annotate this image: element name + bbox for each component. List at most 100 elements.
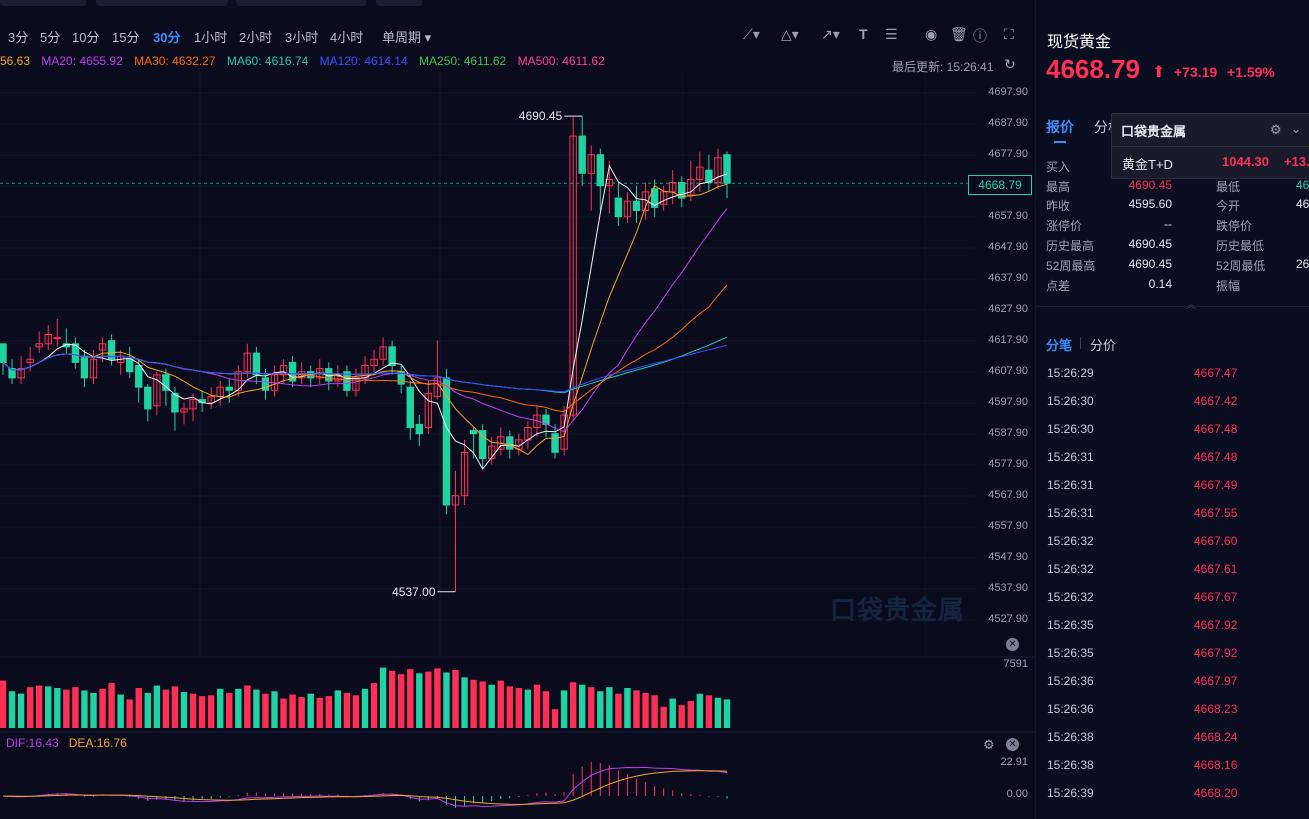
tab-quote[interactable]: 报价: [1046, 119, 1074, 135]
tab-price-distribution[interactable]: 分价: [1090, 338, 1117, 353]
tick-time: 15:26:31: [1047, 450, 1094, 464]
period-3h[interactable]: 3小时: [285, 30, 319, 45]
candle-body: [207, 395, 215, 404]
volume-bar: [379, 667, 387, 728]
macd-dif: DIF:16.43: [6, 736, 59, 750]
candle-body: [460, 451, 469, 497]
popup-divider: [1111, 146, 1309, 147]
volume-bar: [17, 693, 25, 728]
volume-bar: [696, 693, 704, 728]
close-macd-icon[interactable]: ✕: [1006, 738, 1019, 751]
volume-bar: [352, 695, 360, 728]
volume-bar: [99, 688, 106, 728]
candle-body: [569, 135, 577, 416]
quote-value: 0.14: [1148, 277, 1172, 291]
close-main-indicator-icon[interactable]: ✕: [1006, 638, 1019, 651]
candle-body: [578, 135, 586, 174]
trash-icon[interactable]: 🗑: [950, 26, 968, 42]
volume-bar: [425, 671, 432, 728]
price-axis-label: 4527.90: [988, 613, 1028, 625]
fullscreen-icon[interactable]: ⛶: [1004, 26, 1014, 42]
volume-bar: [533, 684, 541, 728]
volume-bar: [687, 701, 694, 728]
popup-instrument-name[interactable]: 黄金T+D: [1122, 157, 1173, 172]
candle-body: [343, 371, 351, 391]
popup-settings-icon[interactable]: ⚙: [1270, 122, 1282, 137]
period-4h[interactable]: 4小时: [330, 30, 364, 45]
volume-bar: [542, 691, 550, 728]
tick-price: 4667.49: [1194, 478, 1238, 492]
refresh-icon[interactable]: ↻: [1004, 56, 1016, 72]
volume-bar: [551, 709, 559, 728]
period-15m[interactable]: 15分: [112, 30, 140, 45]
trendline-tool-icon[interactable]: ⟋▾: [743, 26, 760, 42]
volume-bar: [54, 687, 61, 728]
period-30m[interactable]: 30分: [153, 30, 181, 45]
candle-body: [370, 358, 378, 366]
volume-bar: [407, 669, 414, 728]
volume-bar: [198, 696, 206, 728]
quote-label: 昨收: [1046, 199, 1071, 213]
candle-body: [641, 191, 650, 211]
top-tab-strip: [0, 0, 1035, 8]
volume-bar: [452, 670, 459, 728]
collapse-quote-icon[interactable]: ︽: [1186, 296, 1196, 311]
candle-body: [8, 368, 16, 379]
quote-value: 4636.90: [1296, 178, 1309, 192]
candle-body: [488, 445, 496, 459]
volume-bar: [36, 685, 43, 728]
watermark-logo: 口袋贵金属: [830, 595, 966, 625]
volume-bar: [370, 683, 378, 728]
period-10m[interactable]: 10分: [72, 30, 100, 45]
shape-tool-icon[interactable]: △▾: [781, 26, 799, 42]
price-axis-label: 4547.90: [988, 551, 1028, 563]
candle-body: [415, 423, 424, 435]
top-tab-stub[interactable]: [376, 0, 422, 6]
period-5m[interactable]: 5分: [40, 30, 61, 45]
quote-label: 振幅: [1216, 279, 1241, 293]
price-axis-label: 4647.90: [988, 241, 1028, 253]
last-update-time: 最后更新: 15:26:41: [892, 60, 994, 74]
current-price-tag: 4668.79: [968, 175, 1032, 195]
volume-bar: [289, 694, 296, 728]
candlestick-chart[interactable]: 4690.45 4537.00: [0, 72, 1035, 819]
quote-label: 涨停价: [1046, 219, 1083, 233]
top-tab-stub[interactable]: [0, 0, 86, 6]
volume-bar: [642, 692, 649, 728]
volume-bar: [0, 680, 7, 728]
text-tool-icon[interactable]: T: [859, 26, 868, 42]
macd-dea: DEA:16.76: [68, 736, 127, 750]
candle-body: [442, 377, 451, 506]
macd-dea-line: [2, 770, 728, 805]
tick-price: 4667.48: [1194, 422, 1238, 436]
volume-bar: [606, 687, 613, 728]
candle-body: [126, 358, 134, 373]
price-axis-label: 4637.90: [988, 272, 1028, 284]
period-single-dropdown[interactable]: 单周期 ▾: [382, 30, 432, 45]
tick-price: 4667.55: [1194, 506, 1238, 520]
arrow-tool-icon[interactable]: ↗▾: [821, 26, 840, 42]
candle-body: [451, 495, 460, 506]
volume-bar: [207, 695, 215, 728]
period-3m[interactable]: 3分: [8, 30, 29, 45]
fib-tool-icon[interactable]: ☰: [885, 26, 898, 42]
quote-label: 今开: [1216, 199, 1241, 213]
candle-body: [542, 414, 550, 425]
tick-price: 4667.47: [1194, 366, 1238, 380]
period-2h[interactable]: 2小时: [239, 30, 273, 45]
eye-icon[interactable]: ◉: [925, 26, 938, 42]
volume-bar: [461, 677, 468, 728]
volume-bar: [235, 688, 242, 728]
info-icon[interactable]: ⓘ: [973, 28, 987, 44]
period-1h[interactable]: 1小时: [194, 30, 228, 45]
top-tab-stub[interactable]: [236, 0, 366, 6]
volume-bar: [45, 686, 52, 728]
candle-body: [0, 343, 7, 363]
macd-settings-icon[interactable]: ⚙: [983, 737, 995, 752]
popup-collapse-icon[interactable]: ⌄: [1291, 122, 1302, 136]
candle-body: [388, 346, 396, 366]
tab-ticks[interactable]: 分笔: [1046, 338, 1073, 353]
volume-bar: [72, 687, 79, 728]
volume-bar: [488, 684, 495, 728]
top-tab-stub[interactable]: [96, 0, 228, 6]
